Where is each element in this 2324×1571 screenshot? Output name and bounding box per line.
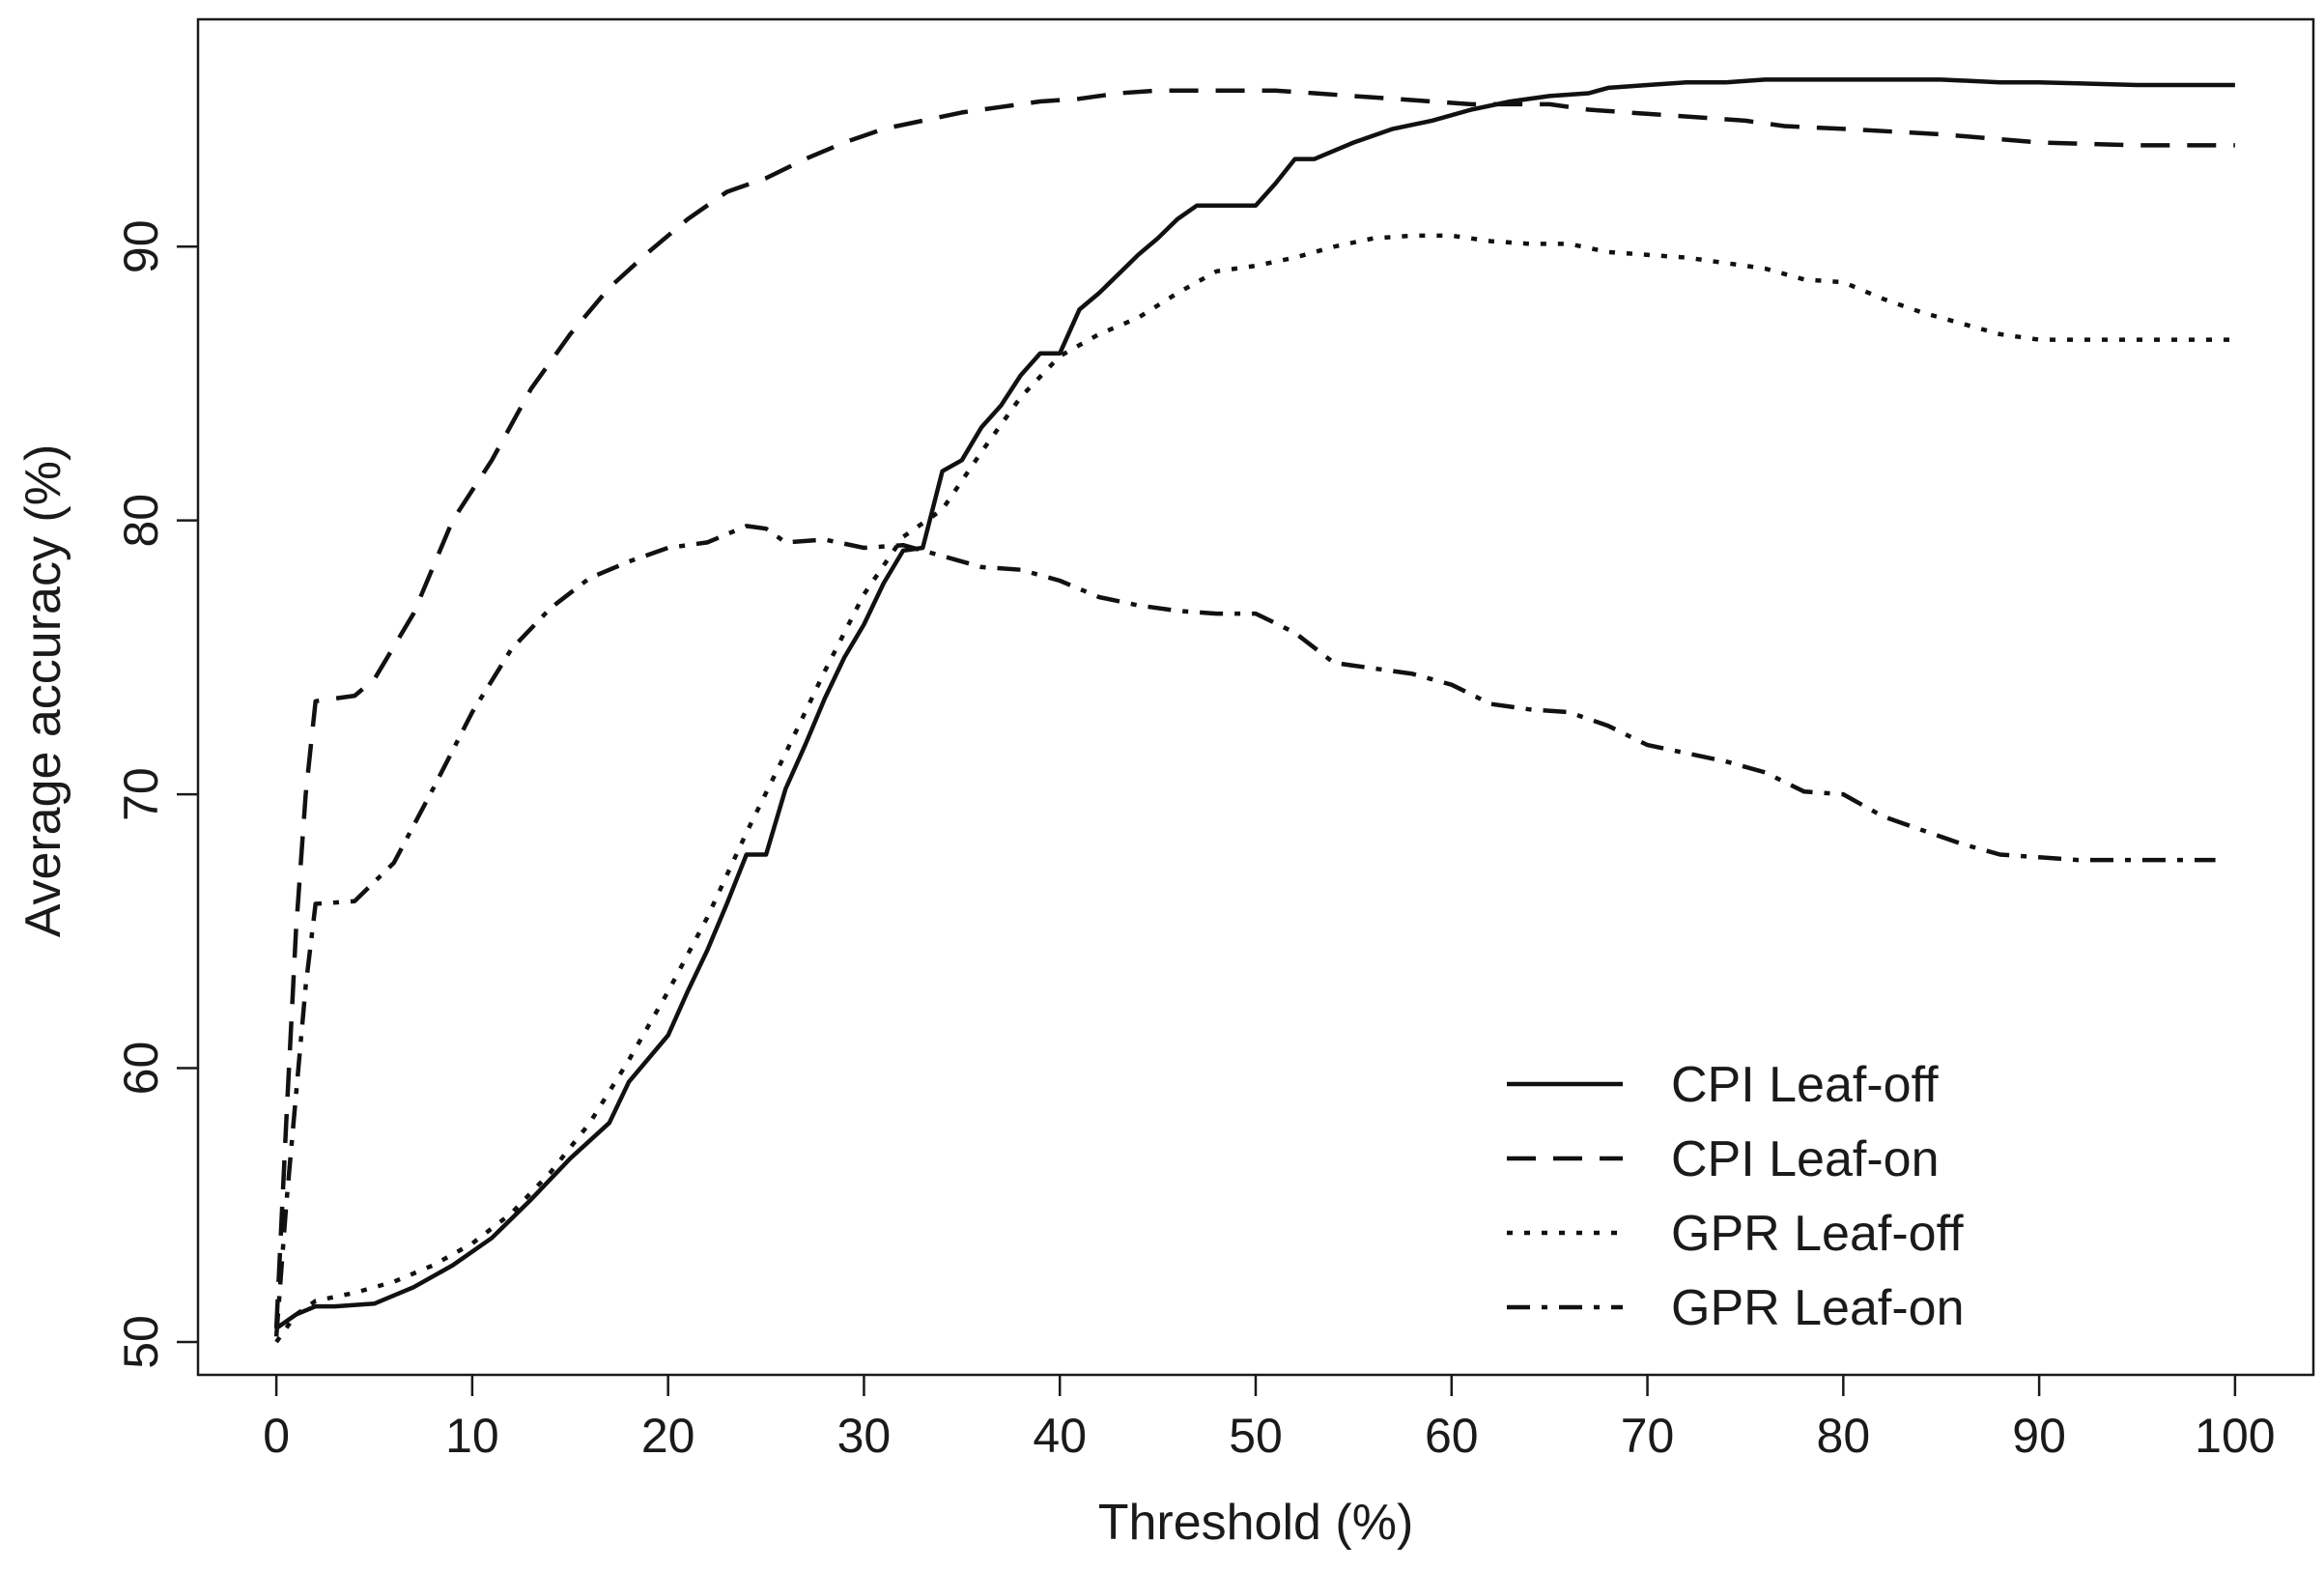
y-tick-label: 60 [114, 1042, 168, 1096]
y-axis-label: Average accuracy (%) [15, 444, 71, 938]
series-line-4 [273, 524, 2216, 1337]
x-tick-label: 100 [2195, 1409, 2275, 1463]
x-tick-label: 50 [1229, 1409, 1283, 1463]
x-tick-label: 60 [1425, 1409, 1479, 1463]
axes-layer: 0 10 20 30 40 50 60 70 80 90 100 50 60 70 80 90 [114, 17, 2315, 1463]
x-axis-label: Threshold (%) [1098, 1495, 1414, 1551]
y-tick-label: 90 [114, 219, 168, 273]
x-tick-label: 40 [1033, 1409, 1087, 1463]
legend-label-3: GPR Leaf-off [1671, 1206, 1964, 1262]
legend-label-1: CPI Leaf-off [1671, 1057, 1939, 1113]
legend-label-4: GPR Leaf-on [1671, 1280, 1965, 1336]
x-tick-label: 70 [1621, 1409, 1675, 1463]
x-tick-label: 30 [837, 1409, 892, 1463]
y-tick-label: 50 [114, 1315, 168, 1369]
x-tick-label: 80 [1817, 1409, 1871, 1463]
x-tick-label: 20 [641, 1409, 695, 1463]
legend-label-2: CPI Leaf-on [1671, 1131, 1940, 1187]
x-tick-label: 0 [263, 1409, 290, 1463]
y-tick-label: 70 [114, 767, 168, 821]
plot-frame [196, 17, 2315, 1377]
legend: CPI Leaf-off CPI Leaf-on GPR Leaf-off GPR L… [1507, 1057, 1965, 1336]
series-line-2 [273, 88, 2235, 1328]
x-tick-label: 90 [2012, 1409, 2066, 1463]
series-layer [273, 77, 2235, 1344]
series-line-3 [274, 233, 2235, 1344]
series-line-1 [274, 77, 2235, 1330]
y-tick-label: 80 [114, 494, 168, 548]
x-tick-label: 10 [445, 1409, 499, 1463]
